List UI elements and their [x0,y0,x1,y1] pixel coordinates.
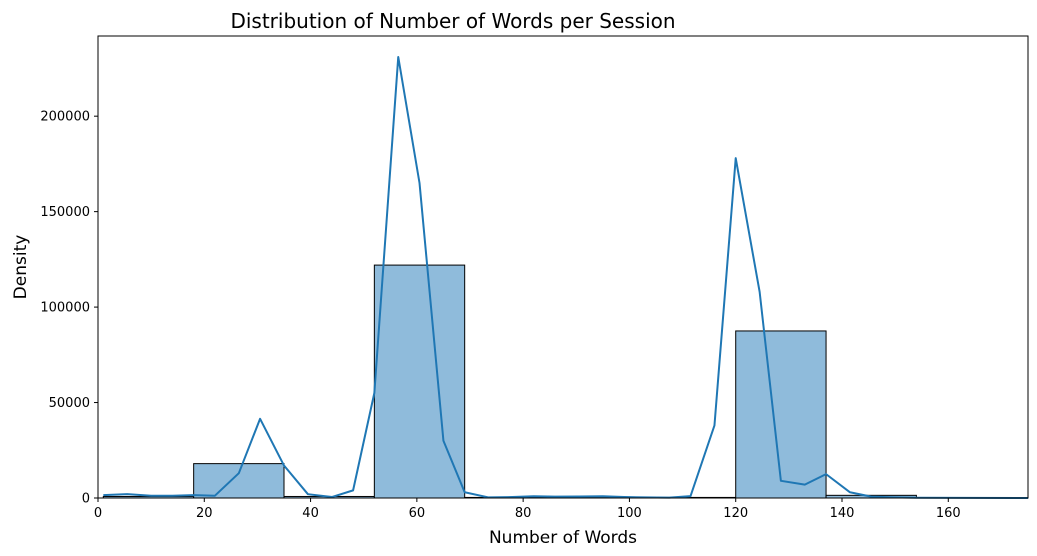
y-tick-label: 0 [82,492,90,507]
x-axis-label: Number of Words [489,528,637,548]
histogram-bar [193,463,285,499]
histogram-bar [373,264,466,499]
y-axis-label: Density [11,235,31,300]
x-tick-label: 160 [936,506,961,521]
y-tick-label: 50000 [49,396,90,411]
x-tick-label: 140 [830,506,855,521]
x-tick-label: 20 [196,506,213,521]
plot-area-frame [97,35,1029,499]
x-tick-label: 0 [94,506,102,521]
y-tick-label: 100000 [40,301,90,316]
histogram-bars [102,264,917,499]
chart-title: Distribution of Number of Words per Sess… [230,9,675,33]
x-tick-label: 40 [302,506,319,521]
x-tick-label: 120 [723,506,748,521]
x-tick-label: 100 [617,506,642,521]
x-tick-label: 80 [515,506,532,521]
density-line [103,56,1029,499]
y-tick-label: 150000 [40,205,90,220]
y-axis-ticks: 0 50000 100000 150000 200000 [40,110,98,507]
x-tick-label: 60 [409,506,426,521]
y-tick-label: 200000 [40,110,90,125]
x-axis-ticks: 0 20 40 60 80 100 120 140 160 [94,498,961,521]
